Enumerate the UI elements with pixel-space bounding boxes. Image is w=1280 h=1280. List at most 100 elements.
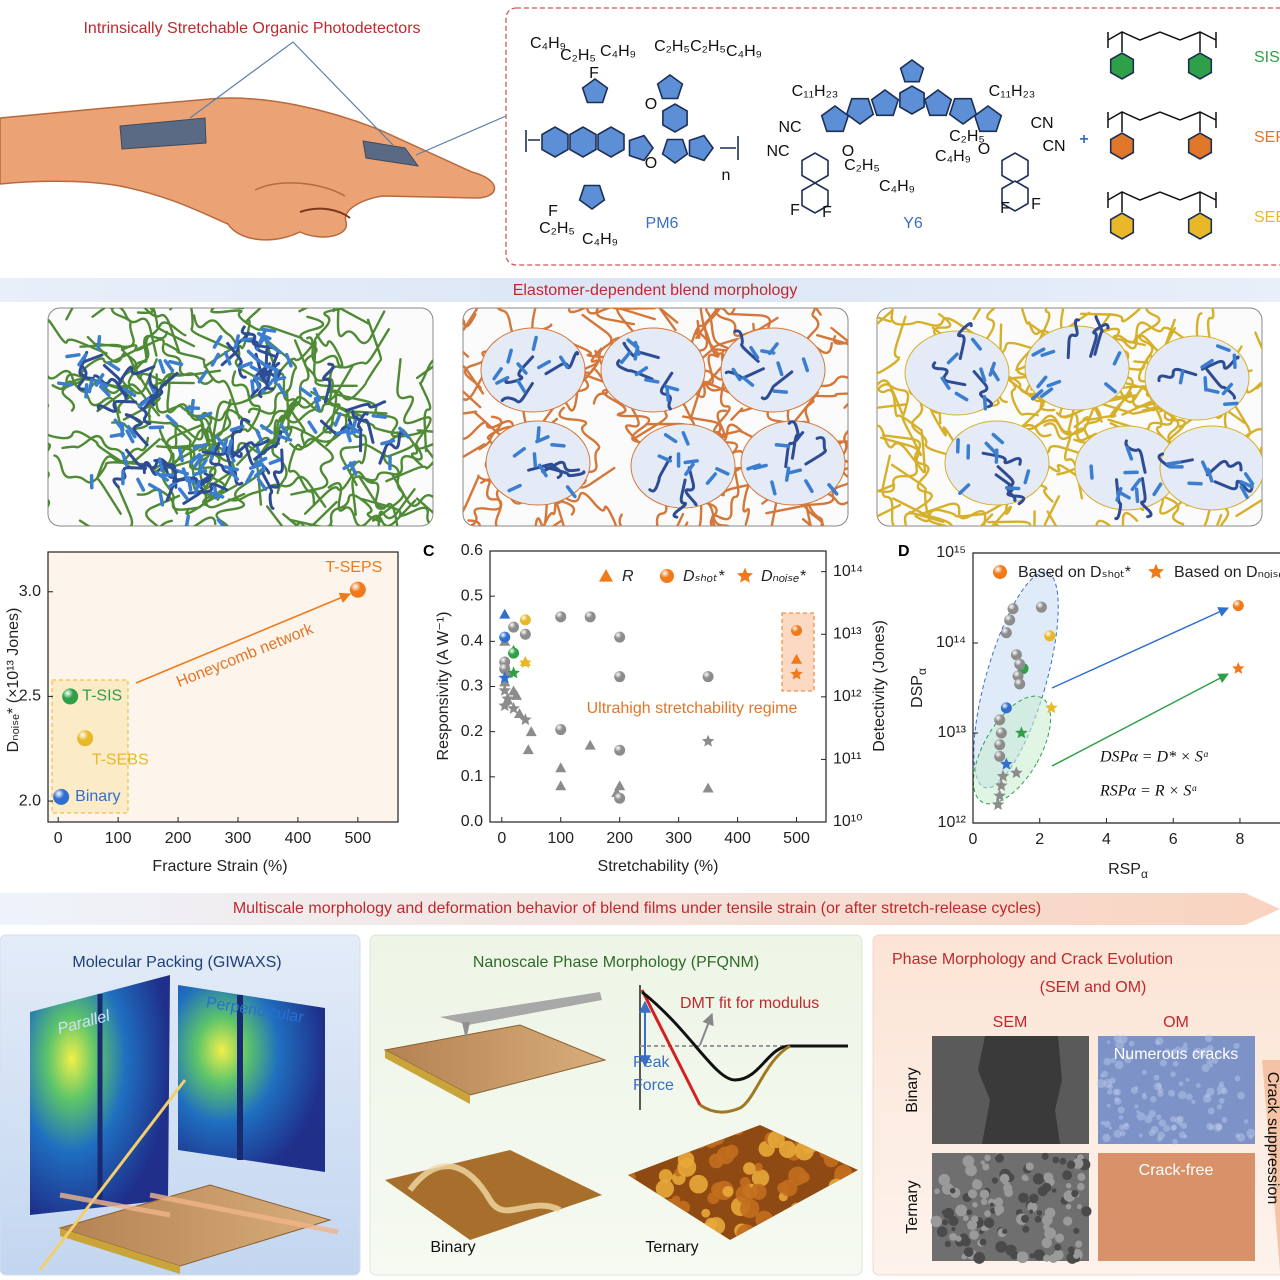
acceptor-dash [84,383,89,399]
acceptor-dash [970,337,982,351]
om-texture [1130,1086,1138,1094]
legend-label: Based on Dₛₕₒₜ* [1018,564,1131,581]
ring [581,78,609,104]
polymer-strand [540,481,618,526]
acceptor-dash [197,411,213,420]
acceptor-dash [516,362,528,375]
acceptor-dash [233,334,240,350]
polymer-strand [1073,394,1174,429]
data-point [1015,726,1028,739]
acceptor-dash [136,477,146,492]
polymer-strand [142,457,178,475]
acceptor-dash [248,462,264,470]
acceptor-dash [398,426,410,439]
om-texture [1158,1119,1167,1127]
acceptor-dash [1178,369,1185,385]
elastomer-name: SEPS [1254,129,1280,146]
legend-label: R [622,568,634,585]
acceptor-dash [550,442,566,448]
acceptor-dash [192,469,208,477]
polymer-strand [79,343,137,414]
atom-label: C₂H₅ [560,47,596,64]
om-texture [1168,1089,1176,1097]
acceptor-dash [946,352,959,365]
panel-text: Crack-free [1139,1162,1214,1179]
om-texture [1170,1071,1176,1077]
polymer-strand [659,371,674,411]
sem-grain [995,1240,1008,1253]
om-texture [1201,1063,1210,1073]
polymer-strand [48,430,133,470]
om-texture [1106,1040,1111,1044]
polymer-strand [972,370,993,409]
data-point [77,730,94,747]
om-texture [1114,1096,1120,1102]
x-axis-label: Fracture Strain (%) [152,858,287,875]
polymer-strand [689,319,720,421]
data-point [701,734,715,747]
polymer-strand [914,492,1022,523]
acceptor-dash [165,414,178,426]
donor-domain [600,327,706,413]
acceptor-dash [558,355,570,370]
acceptor-dash [168,359,184,367]
data-point [1007,603,1019,615]
sem-grain [1055,1233,1065,1243]
acceptor-dash [1112,351,1122,366]
data-point [584,611,596,623]
acceptor-dash [1200,460,1210,475]
om-texture [1164,1048,1171,1054]
sem-grain [1023,1176,1029,1182]
equation: DSPα = D* × Sᵅ [1099,749,1209,766]
sem-grain [1029,1253,1035,1259]
x-tick-label: 500 [783,830,810,847]
polymer-strand [120,338,222,377]
om-texture [1150,1096,1157,1103]
acceptor-dash [1030,389,1044,401]
polymer-strand [339,443,415,487]
acceptor-dash [255,337,266,351]
atom-label: NC [766,143,789,160]
polymer-strand [730,391,820,426]
data-point [995,779,1008,791]
polymer-strand [231,439,270,458]
data-point [499,676,511,687]
ring [1001,180,1029,212]
y-tick-label: 10¹³ [833,625,862,642]
y-tick-label: 10¹¹ [833,751,861,768]
om-texture [1103,1057,1112,1066]
acceptor-dash [1239,480,1254,489]
acceptor-dash [245,469,255,484]
ring [923,89,953,117]
data-point [519,628,531,640]
polymer-strand [160,408,261,449]
acceptor-dash [1116,490,1131,500]
acceptor-dash [958,483,971,495]
point-label: T-SIS [82,688,122,705]
polymer-strand [931,361,967,387]
label-sub: α [915,668,929,675]
sem-grain [991,1177,999,1184]
data-point [499,663,511,675]
polymer-strand [322,362,335,404]
acceptor-dash [1023,469,1031,485]
data-point [790,667,803,680]
polymer-strand [1157,367,1198,383]
polymer-strand [61,434,161,464]
atom-label: O [842,143,854,160]
polymer-strand [86,308,158,357]
plot-frame [47,551,399,823]
om-texture [1172,1138,1178,1145]
ring [628,134,654,162]
afm-grain [701,1208,711,1218]
acceptor-dash [537,463,548,478]
polymer-strand [273,365,354,436]
acceptor-dash [227,468,240,481]
sem-grain [930,1215,943,1227]
acceptor-dash [221,438,229,454]
sem-grain [938,1173,950,1186]
acceptor-dash [279,423,290,437]
atom-label: C₄H₉ [600,43,636,60]
om-texture [1183,1042,1188,1047]
